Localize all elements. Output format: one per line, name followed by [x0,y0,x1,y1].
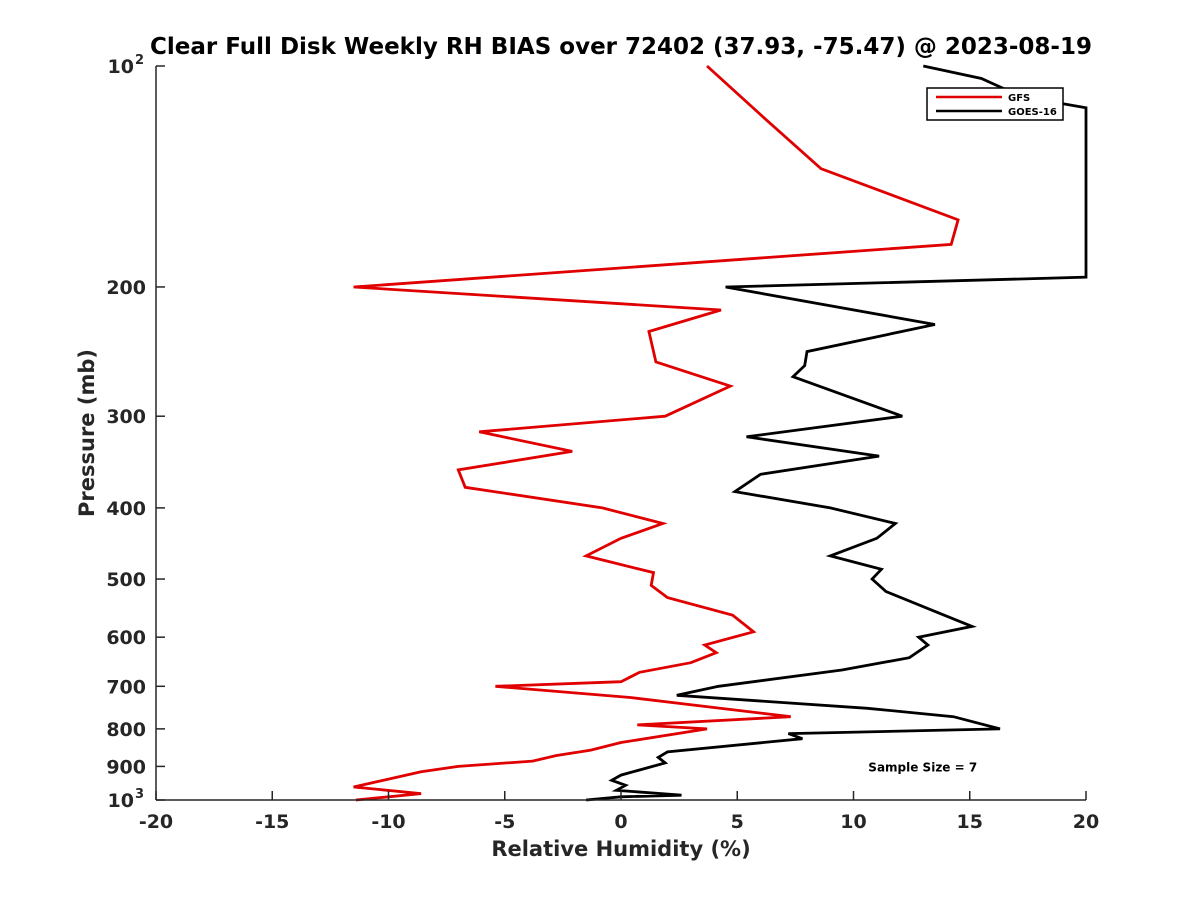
y-tick-label: 300 [106,406,146,428]
series-line-goes16 [585,64,1088,802]
x-tick-label: 20 [1073,811,1099,833]
x-tick-label: -10 [371,811,405,833]
x-tick-label: 0 [614,811,627,833]
legend-box [926,87,1064,121]
y-tick-label: 500 [106,569,146,591]
x-tick-label: 5 [731,811,744,833]
y-tick-label: 600 [106,627,146,649]
legend-label-gfs: GFS [1008,93,1030,104]
y-tick-label: 800 [106,719,146,741]
series-layer [353,64,1088,802]
x-tick-label: -15 [255,811,289,833]
y-tick-label: 10 [108,56,134,78]
y-tick-exponent: 3 [135,787,144,802]
y-tick-exponent: 2 [135,53,144,68]
x-axis-label: Relative Humidity (%) [491,837,750,861]
series-line-gfs [353,64,960,802]
x-tick-label: -20 [139,811,173,833]
x-tick-label: -5 [494,811,515,833]
y-tick-label: 700 [106,676,146,698]
sample-size-annotation: Sample Size = 7 [868,760,977,774]
legend: GFS GOES-16 [926,87,1064,121]
x-axis-ticks: -20 -15 -10 -5 0 5 10 15 20 [139,791,1099,833]
chart-title: Clear Full Disk Weekly RH BIAS over 7240… [150,34,1092,60]
plot-area: -20 -15 -10 -5 0 5 10 15 20 10 220030040050060070… [106,53,1099,833]
x-tick-label: 15 [957,811,983,833]
y-axis-label: Pressure (mb) [75,349,99,517]
y-tick-label: 900 [106,756,146,778]
y-tick-label: 200 [106,277,146,299]
y-tick-label: 400 [106,498,146,520]
legend-label-goes16: GOES-16 [1008,107,1057,118]
plot-background [156,66,1086,800]
x-tick-label: 10 [840,811,866,833]
y-tick-label: 10 [108,790,134,812]
